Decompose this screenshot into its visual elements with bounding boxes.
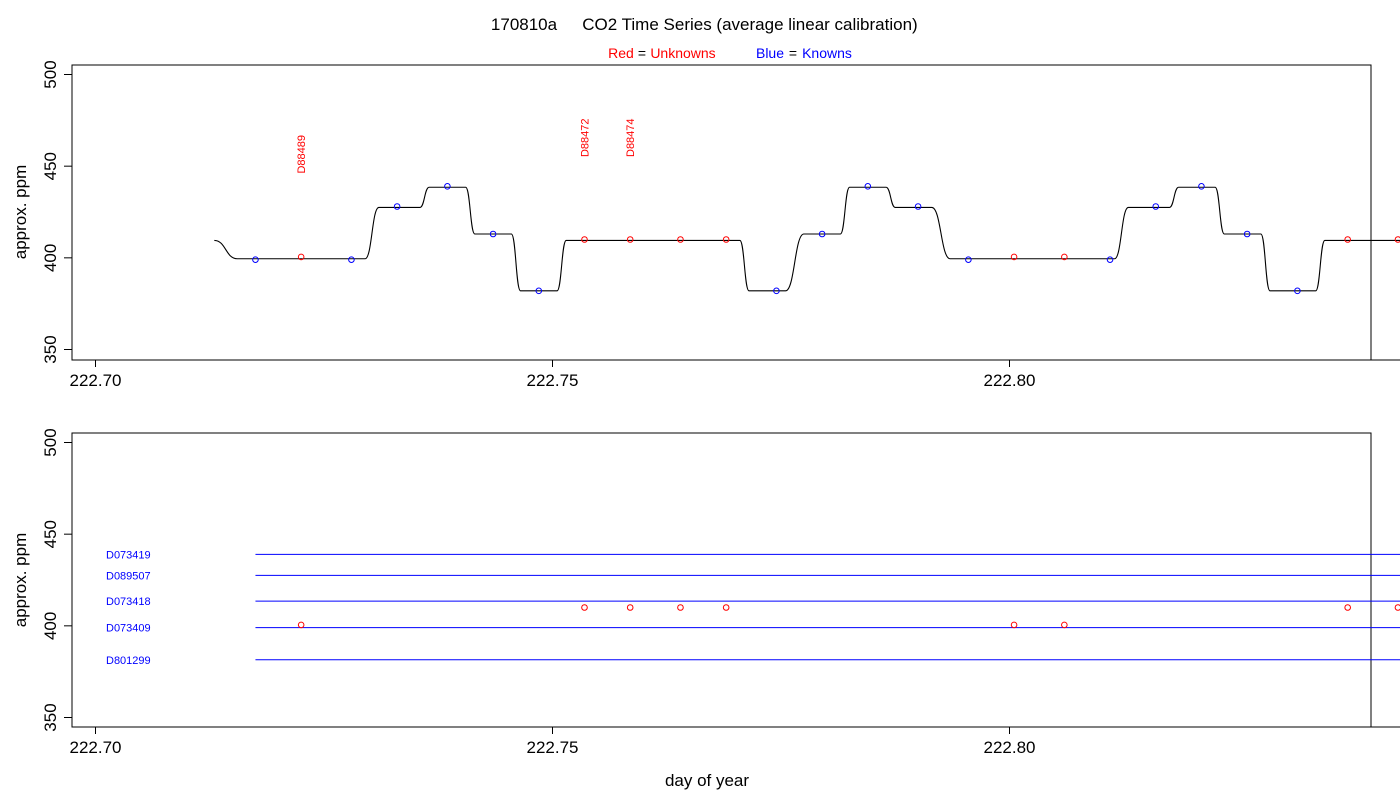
co2-trace-line [214,186,1400,292]
bottom-series: D073419 D089507 D073418 D073409 D801299 [106,549,1400,667]
xlabel: day of year [665,771,749,790]
legend-blue-label: Knowns [802,45,852,61]
chart-title-id: 170810a [491,15,558,34]
x-tick-label: 222.75 [527,371,579,390]
y-tick-label: 350 [41,335,60,363]
legend-red-word: Red [608,45,634,61]
bottom-ylabel: approx. ppm [11,533,30,628]
known-point [252,256,259,263]
known-point [1294,287,1301,295]
reference-line-label: D089507 [106,570,151,582]
legend-red: Red = Unknowns [608,45,716,61]
known-point [1243,230,1251,238]
bottom-plot-frame [71,432,1372,728]
unknown-point [581,236,588,243]
reference-line-label: D073418 [106,596,151,608]
sample-annotation: D88474 [625,118,637,157]
legend-red-equals: = [638,45,646,61]
top-plot-frame [71,64,1372,361]
unknown-point [1344,236,1351,243]
known-point [864,183,872,190]
unknown-point [626,236,634,243]
y-tick-label: 350 [41,703,60,731]
known-point [489,230,497,238]
unknown-point [1061,621,1068,629]
known-point [1106,256,1114,263]
known-point [818,230,826,238]
bottom-axes: 350400450500222.70222.75222.80222.85222.… [41,428,1400,757]
known-point [914,203,922,210]
unknown-point [1010,253,1018,261]
reference-line-label: D073419 [106,549,151,561]
unknown-point [1061,253,1068,261]
known-point [1198,183,1205,190]
sample-annotation: D88489 [296,135,308,174]
chart-title: CO2 Time Series (average linear calibrat… [582,15,917,34]
unknown-point [722,236,730,243]
unknown-point [297,253,305,261]
x-tick-label: 222.80 [984,738,1036,757]
x-tick-label: 222.80 [984,371,1036,390]
known-point [773,287,780,295]
reference-line-label: D801299 [106,655,151,667]
sample-annotation: D88472 [579,118,591,157]
reference-line-label: D073409 [106,623,151,635]
unknown-point [677,236,684,243]
unknown-point [1394,604,1400,611]
legend-red-label: Unknowns [650,45,715,61]
unknown-point [677,604,684,611]
unknown-point [581,604,588,611]
known-point [535,287,543,295]
legend-blue-equals: = [789,45,797,61]
known-point [965,256,972,263]
known-point [393,203,401,210]
y-tick-label: 500 [41,428,60,456]
y-tick-label: 400 [41,244,60,272]
unknown-point [1344,604,1351,611]
y-tick-label: 400 [41,612,60,640]
x-tick-label: 222.70 [70,371,122,390]
top-series: D88489 D88472 D88474 [214,118,1400,295]
unknown-point [722,604,730,611]
unknown-point [1394,236,1400,243]
unknown-point [297,621,305,629]
known-point [348,256,355,263]
unknown-point [626,604,634,611]
known-point [444,183,451,190]
known-point [1152,203,1160,210]
top-ylabel: approx. ppm [11,165,30,260]
y-tick-label: 450 [41,520,60,548]
top-axes: 350400450500222.70222.75222.80222.85222.… [41,60,1400,390]
y-tick-label: 500 [41,60,60,88]
legend-blue-word: Blue [756,45,784,61]
x-tick-label: 222.75 [527,738,579,757]
y-tick-label: 450 [41,152,60,180]
x-tick-label: 222.70 [70,738,122,757]
unknown-point [1010,621,1018,629]
legend-blue: Blue = Knowns [756,45,852,61]
